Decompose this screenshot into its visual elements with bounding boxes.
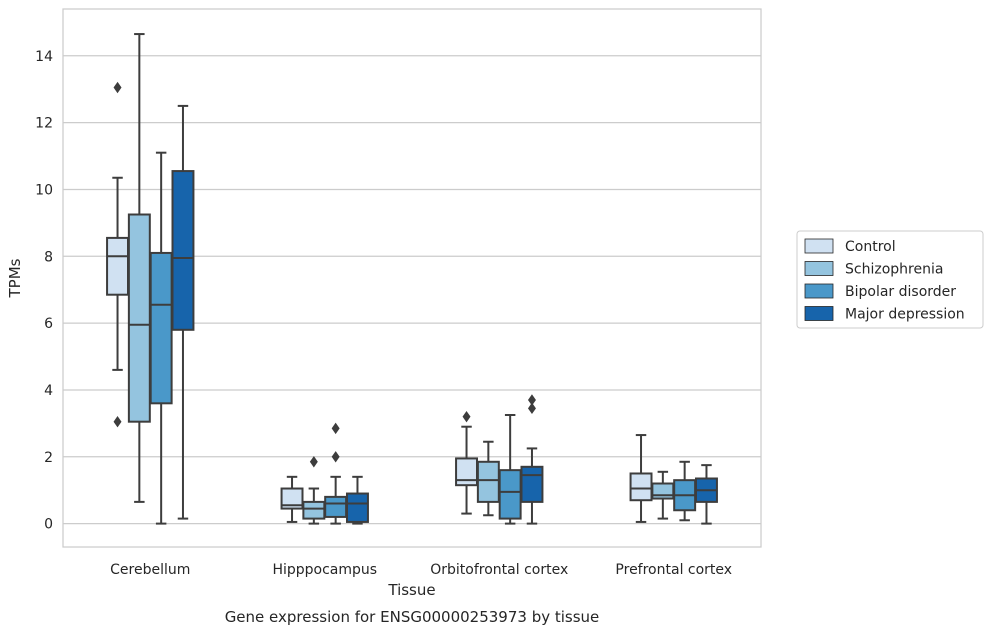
legend-frame	[796, 230, 984, 329]
outlier-point	[309, 456, 318, 468]
box	[324, 495, 348, 518]
series-control	[106, 81, 653, 523]
x-tick-label: Orbitofrontal cortex	[430, 562, 568, 578]
box	[127, 213, 151, 423]
box-series	[106, 33, 718, 525]
outlier-point	[113, 81, 122, 94]
y-tick-label: 14	[35, 49, 53, 65]
y-axis-label: TPMs	[6, 258, 24, 298]
box	[149, 251, 173, 405]
outlier-point	[331, 451, 340, 463]
y-tick-label: 2	[44, 450, 53, 466]
box	[651, 482, 675, 500]
legend: Control Schizophrenia Bipolar disorder Majo…	[796, 230, 984, 329]
box	[476, 460, 500, 503]
series-bipolar-disorder	[149, 151, 697, 525]
y-tick-label: 8	[44, 249, 53, 265]
chart-caption: Gene expression for ENSG00000253973 by t…	[225, 608, 600, 626]
x-axis-ticks: Cerebellum Hipppocampus Orbitofrontal cort…	[110, 562, 732, 578]
legend-swatch	[804, 261, 834, 276]
box	[171, 170, 195, 331]
series-major-depression	[171, 104, 718, 525]
x-tick-label: Hipppocampus	[272, 562, 377, 578]
x-tick-label: Prefrontal cortex	[615, 562, 732, 578]
outlier-point	[462, 410, 471, 423]
legend-entry-label: Bipolar disorder	[845, 284, 956, 300]
box	[455, 457, 479, 487]
y-tick-label: 6	[44, 316, 53, 332]
box	[106, 236, 130, 296]
outlier-point	[527, 402, 536, 415]
legend-entry-label: Control	[845, 239, 896, 255]
plot-frame	[62, 8, 762, 548]
y-axis-ticks: 0 2 4 6 8 10 12 14	[35, 49, 53, 533]
box	[345, 492, 369, 523]
y-tick-label: 0	[44, 517, 53, 533]
box	[520, 465, 544, 503]
x-tick-label: Cerebellum	[110, 562, 190, 578]
box	[498, 469, 522, 520]
legend-entry-label: Schizophrenia	[845, 262, 943, 278]
outlier-point	[331, 422, 340, 435]
legend-swatch	[804, 306, 834, 321]
outlier-point	[113, 415, 122, 428]
y-tick-label: 4	[44, 383, 53, 399]
box	[302, 500, 326, 520]
series-schizophrenia	[127, 33, 675, 525]
y-tick-label: 10	[35, 182, 53, 198]
legend-entry-label: Major depression	[845, 307, 965, 323]
x-axis-label: Tissue	[387, 581, 435, 599]
box	[280, 487, 304, 510]
legend-swatch	[804, 238, 834, 254]
legend-swatch	[804, 283, 834, 299]
y-tick-label: 12	[35, 116, 53, 132]
box	[629, 472, 653, 502]
